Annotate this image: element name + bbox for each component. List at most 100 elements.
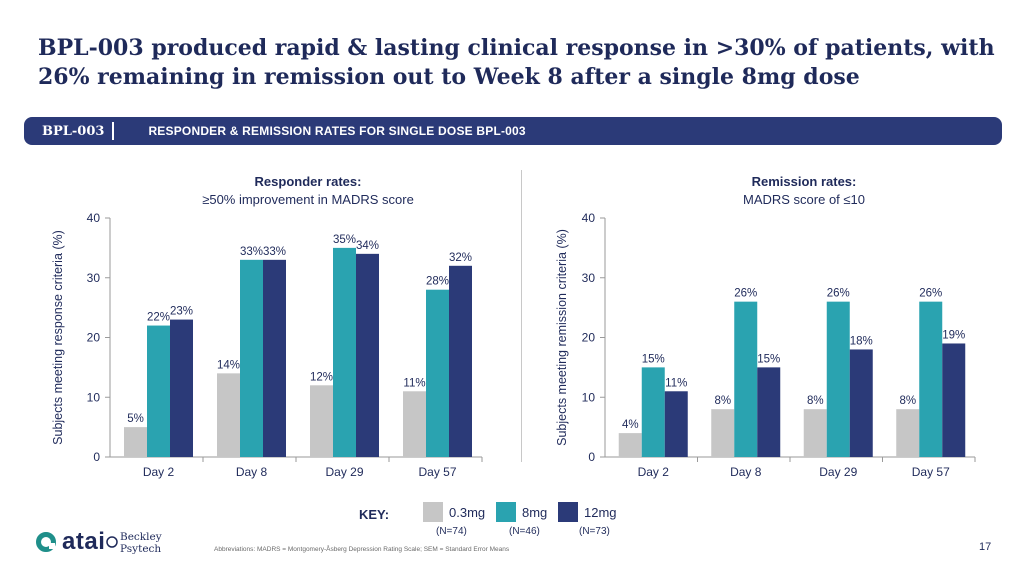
chart-2-y-tick-label: 40 — [582, 211, 596, 225]
chart-2-bar-12mg-day-57 — [942, 343, 966, 457]
chart-2-bar-8mg-day-8 — [734, 301, 758, 457]
chart-2-data-label: 8% — [807, 395, 824, 407]
chart-2-bar-8mg-day-57 — [919, 301, 943, 457]
legend-item-0-3mg: 0.3mg — [423, 502, 485, 522]
abbreviations-note: Abbreviations: MADRS = Montgomery-Åsberg… — [214, 546, 510, 553]
chart-1-bar-8mg-day-57 — [426, 289, 449, 457]
legend-swatch-8mg — [496, 502, 516, 522]
chart-1-data-label: 23% — [170, 306, 193, 318]
chart-2-data-label: 8% — [899, 395, 916, 407]
banner-separator — [112, 122, 115, 140]
legend-text-0-3mg: 0.3mg — [449, 504, 486, 520]
chart-1-x-tick-label: Day 57 — [418, 465, 456, 479]
legend-text-8mg: 8mg — [522, 504, 548, 520]
chart-2-title: Remission rates: — [752, 174, 857, 189]
chart-2-x-tick-label: Day 2 — [638, 465, 670, 479]
legend-text-12mg: 12mg — [584, 504, 617, 520]
chart-1-x-tick-label: Day 2 — [143, 465, 175, 479]
svg-text:Psytech: Psytech — [120, 543, 161, 555]
chart-1-data-label: 35% — [333, 234, 356, 246]
chart-2-bar-0-3mg-day-2 — [618, 433, 642, 457]
chart-2-data-label: 8% — [714, 395, 731, 407]
legend-swatch-12mg — [558, 502, 578, 522]
legend-n-0-3mg: (N=74) — [436, 526, 467, 537]
chart-1-data-label: 32% — [449, 252, 472, 264]
chart-2-x-tick-label: Day 29 — [819, 465, 857, 479]
chart-2-data-label: 15% — [757, 353, 780, 365]
banner-code: BPL-003 — [42, 123, 105, 139]
chart-2-bar-12mg-day-29 — [849, 349, 873, 457]
chart-2-subtitle: MADRS score of ≤10 — [743, 192, 865, 207]
chart-1-data-label: 33% — [263, 246, 286, 258]
chart-1-data-label: 14% — [217, 359, 240, 371]
chart-1-x-tick-label: Day 29 — [325, 465, 363, 479]
chart-2-data-label: 4% — [622, 419, 639, 431]
chart-1-y-tick-label: 30 — [87, 271, 101, 285]
atai-logo-icon — [36, 532, 56, 552]
chart-1-bar-0-3mg-day-57 — [403, 391, 426, 457]
chart-1-bar-8mg-day-2 — [147, 325, 170, 457]
page-title: BPL-003 produced rapid & lasting clinica… — [38, 35, 995, 90]
chart-2-bar-8mg-day-29 — [826, 301, 850, 457]
banner-text: RESPONDER & REMISSION RATES FOR SINGLE D… — [148, 124, 526, 138]
chart-2-x-tick-label: Day 57 — [912, 465, 950, 479]
legend-item-8mg: 8mg — [496, 502, 547, 522]
chart-1-y-tick-label: 40 — [87, 211, 101, 225]
chart-1-bar-8mg-day-29 — [333, 247, 356, 457]
chart-1-bar-0-3mg-day-2 — [124, 427, 147, 457]
legend-swatch-0-3mg — [423, 502, 443, 522]
chart-1-bar-0-3mg-day-8 — [217, 373, 240, 457]
chart-1-bar-8mg-day-8 — [240, 259, 263, 457]
chart-1-bar-12mg-day-8 — [263, 259, 286, 457]
svg-text:Beckley: Beckley — [120, 531, 162, 543]
chart-1-data-label: 22% — [147, 312, 170, 324]
chart-2-data-label: 26% — [919, 288, 942, 300]
chart-2-data-label: 26% — [734, 288, 757, 300]
footer-logos: atai Beckley Psytech — [36, 528, 195, 556]
chart-2-x-tick-label: Day 8 — [730, 465, 762, 479]
chart-2-y-axis-label: Subjects meeting remission criteria (%) — [555, 229, 569, 446]
chart-2-bar-0-3mg-day-57 — [896, 409, 920, 457]
chart-2-bar-0-3mg-day-8 — [711, 409, 735, 457]
chart-1-subtitle: ≥50% improvement in MADRS score — [202, 192, 414, 207]
chart-1-y-tick-label: 20 — [87, 331, 101, 345]
chart-1-y-tick-label: 0 — [93, 450, 100, 464]
section-banner: BPL-003 RESPONDER & REMISSION RATES FOR … — [24, 117, 1002, 145]
chart-1-data-label: 33% — [240, 246, 263, 258]
beckley-psytech-logo: Beckley Psytech — [106, 531, 162, 555]
chart-1-bar-12mg-day-29 — [356, 253, 379, 457]
chart-2-bar-12mg-day-2 — [664, 391, 688, 457]
chart-2-data-label: 11% — [665, 377, 687, 389]
page-number: 17 — [979, 541, 992, 553]
atai-logo-text: atai — [62, 528, 106, 555]
chart-2-data-label: 26% — [827, 288, 850, 300]
legend-n-8mg: (N=46) — [509, 526, 540, 537]
chart-1-data-label: 12% — [310, 371, 333, 383]
legend-item-12mg: 12mg — [558, 502, 617, 522]
chart-2-y-tick-label: 10 — [582, 390, 596, 404]
chart-2-y-tick-label: 30 — [582, 271, 596, 285]
chart-1-data-label: 5% — [127, 413, 144, 425]
chart-1-data-label: 34% — [356, 240, 379, 252]
chart-divider — [521, 170, 522, 462]
legend-label: KEY: — [359, 507, 390, 522]
legend: KEY: 0.3mg 8mg 12mg (N=74) (N=46) (N=73) — [0, 502, 1024, 542]
chart-1-bar-12mg-day-2 — [170, 319, 193, 457]
chart-2-y-tick-label: 0 — [588, 450, 595, 464]
chart-1-bar-0-3mg-day-29 — [310, 385, 333, 457]
chart-1-y-axis-label: Subjects meeting response criteria (%) — [51, 230, 65, 445]
chart-2-bar-8mg-day-2 — [641, 367, 665, 457]
chart-2-data-label: 18% — [850, 335, 873, 347]
chart-1-title: Responder rates: — [255, 174, 362, 189]
chart-2-data-label: 15% — [642, 353, 665, 365]
chart-2-y-tick-label: 20 — [582, 331, 596, 345]
chart-2-data-label: 19% — [942, 329, 965, 341]
chart-1-data-label: 28% — [426, 276, 449, 288]
legend-n-12mg: (N=73) — [579, 526, 610, 537]
chart-1-bar-12mg-day-57 — [449, 265, 472, 457]
chart-2-bar-12mg-day-8 — [757, 367, 781, 457]
chart-2-bar-0-3mg-day-29 — [803, 409, 827, 457]
chart-1-y-tick-label: 10 — [87, 390, 101, 404]
chart-1-x-tick-label: Day 8 — [236, 465, 268, 479]
